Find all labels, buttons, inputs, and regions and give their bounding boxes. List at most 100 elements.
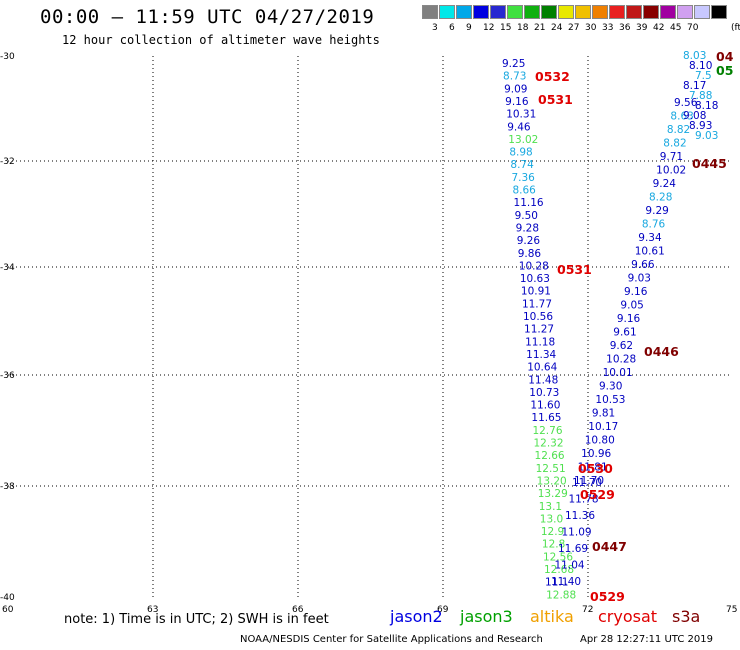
swh-value: 8.76	[642, 219, 666, 231]
swh-value: 11.27	[524, 324, 554, 336]
legend-label: 15	[500, 23, 512, 33]
legend-label: 33	[602, 23, 614, 33]
swh-value: 9.46	[507, 121, 531, 133]
pass-time-label: 0446	[644, 344, 679, 359]
swh-value: 13.29	[538, 488, 568, 500]
swh-value: 12.68	[544, 564, 574, 576]
swh-value: 10.96	[581, 448, 611, 460]
swh-value: 9.03	[628, 273, 651, 285]
swh-value: 8.03	[683, 50, 706, 62]
lat-label: -30	[0, 52, 15, 62]
swh-value: 7.88	[689, 90, 712, 102]
satellite-label: jason3	[460, 607, 513, 626]
page-title: 00:00 – 11:59 UTC 04/27/2019	[40, 6, 375, 28]
legend-swatch	[490, 5, 506, 19]
swh-value: 9.61	[613, 327, 636, 339]
legend-swatch	[575, 5, 591, 19]
swh-value: 12.66	[535, 450, 565, 462]
swh-value: 12.9	[541, 526, 564, 538]
swh-value: 8.66	[512, 185, 536, 197]
legend-label: 30	[585, 23, 597, 33]
legend-label: 12	[483, 23, 495, 33]
swh-value: 9.16	[617, 313, 641, 325]
lon-label: 60	[2, 605, 14, 615]
legend-label: 36	[619, 23, 631, 33]
swh-value: 11.69	[558, 543, 588, 555]
swh-value: 9.16	[624, 286, 648, 298]
swh-value: 9.05	[620, 300, 643, 312]
legend-label: 6	[449, 23, 455, 33]
legend-label: 45	[670, 23, 682, 33]
swh-value: 9.81	[592, 408, 615, 420]
legend-label: 3	[432, 23, 438, 33]
swh-value: 10.91	[521, 286, 551, 298]
swh-value: 7.36	[511, 172, 535, 184]
swh-value: 12.32	[533, 438, 563, 450]
pass-time-label: 0447	[592, 539, 627, 554]
swh-value: 10.31	[506, 109, 536, 121]
satellite-label: altika	[530, 607, 574, 626]
swh-value: 9.30	[599, 381, 622, 393]
pass-time-label: 0530	[578, 461, 613, 476]
swh-value: 9.03	[695, 130, 718, 142]
lon-label: 72	[582, 605, 593, 615]
swh-value: 8.73	[503, 71, 526, 83]
swh-value: 10.64	[527, 362, 557, 374]
swh-value: 9.16	[505, 96, 529, 108]
swh-value: 12.88	[546, 589, 576, 601]
swh-value: 12.76	[532, 425, 562, 437]
page-subtitle: 12 hour collection of altimeter wave hei…	[62, 33, 380, 47]
legend-label: 21	[534, 23, 546, 33]
swh-value: 8.28	[649, 192, 672, 204]
satellite-label: s3a	[672, 607, 701, 626]
pass-time-label: 0531	[538, 92, 573, 107]
swh-value: 11.1	[545, 577, 568, 589]
legend-swatch	[677, 5, 693, 19]
swh-value: 10.73	[529, 387, 559, 399]
swh-value: 10.56	[523, 311, 553, 323]
swh-value: 10.02	[656, 165, 686, 177]
swh-value: 8.82	[663, 138, 686, 150]
swh-value: 9.66	[631, 259, 655, 271]
swh-value: 11.36	[565, 510, 595, 522]
swh-value: 9.71	[660, 151, 683, 163]
legend-swatch	[422, 5, 438, 19]
pass-time-label: 0529	[590, 589, 625, 604]
swh-value: 11.70	[574, 475, 604, 487]
swh-value: 11.18	[525, 336, 555, 348]
lon-label: 75	[726, 605, 737, 615]
altimeter-tracks: 9.258.739.099.1610.319.4613.028.988.747.…	[502, 50, 718, 601]
swh-value: 7.5	[695, 70, 712, 82]
swh-value: 10.80	[585, 435, 615, 447]
legend-swatch	[558, 5, 574, 19]
legend-label: 18	[517, 23, 529, 33]
legend-swatch	[507, 5, 523, 19]
satellite-label: cryosat	[598, 607, 658, 626]
swh-value: 11.70	[572, 477, 602, 489]
footer-timestamp: Apr 28 12:27:11 UTC 2019	[580, 634, 713, 645]
swh-value: 9.25	[502, 58, 525, 70]
swh-value: 12.8	[542, 539, 565, 551]
swh-value: 11.65	[531, 412, 561, 424]
swh-value: 11.04	[555, 560, 585, 572]
legend-swatch	[643, 5, 659, 19]
swh-value: 11.48	[528, 374, 558, 386]
legend-swatch	[694, 5, 710, 19]
pass-time-label: 0529	[580, 487, 615, 502]
swh-value: 11.16	[514, 197, 544, 209]
swh-value: 10.01	[603, 367, 633, 379]
legend-swatch	[711, 5, 727, 19]
map-grid	[8, 56, 732, 597]
legend-label: 39	[636, 23, 648, 33]
units-note: note: 1) Time is in UTC; 2) SWH is in fe…	[64, 612, 329, 627]
legend-swatch	[439, 5, 455, 19]
lon-label: 63	[147, 605, 158, 615]
legend-swatch	[524, 5, 540, 19]
swh-value: 10.63	[520, 273, 550, 285]
lat-label: -40	[0, 593, 15, 603]
legend-swatch	[592, 5, 608, 19]
lon-label: 66	[292, 605, 304, 615]
swh-value: 9.62	[610, 340, 633, 352]
swh-value: 8.82	[667, 124, 690, 136]
